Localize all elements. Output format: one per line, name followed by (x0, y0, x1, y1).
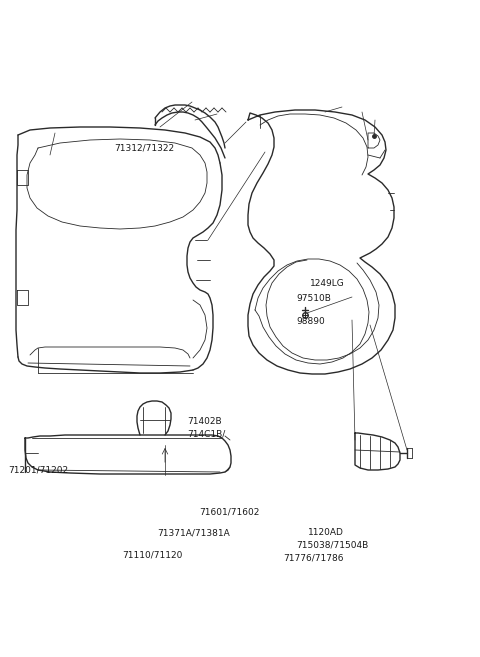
Text: 1120AD: 1120AD (308, 528, 344, 537)
Text: 71601/71602: 71601/71602 (199, 508, 260, 517)
Text: 71776/71786: 71776/71786 (283, 554, 344, 563)
Text: 71110/71120: 71110/71120 (122, 551, 183, 560)
Text: 1249LG: 1249LG (310, 279, 344, 288)
Text: 714C1B/: 714C1B/ (187, 429, 226, 438)
Text: 97510B: 97510B (297, 294, 332, 304)
Text: 71402B: 71402B (187, 417, 222, 426)
Text: 715038/71504B: 715038/71504B (297, 541, 369, 550)
Text: 98890: 98890 (297, 317, 325, 327)
Text: 71201/71202: 71201/71202 (9, 465, 69, 474)
Text: 71371A/71381A: 71371A/71381A (157, 529, 230, 538)
Text: 71312/71322: 71312/71322 (114, 143, 174, 152)
